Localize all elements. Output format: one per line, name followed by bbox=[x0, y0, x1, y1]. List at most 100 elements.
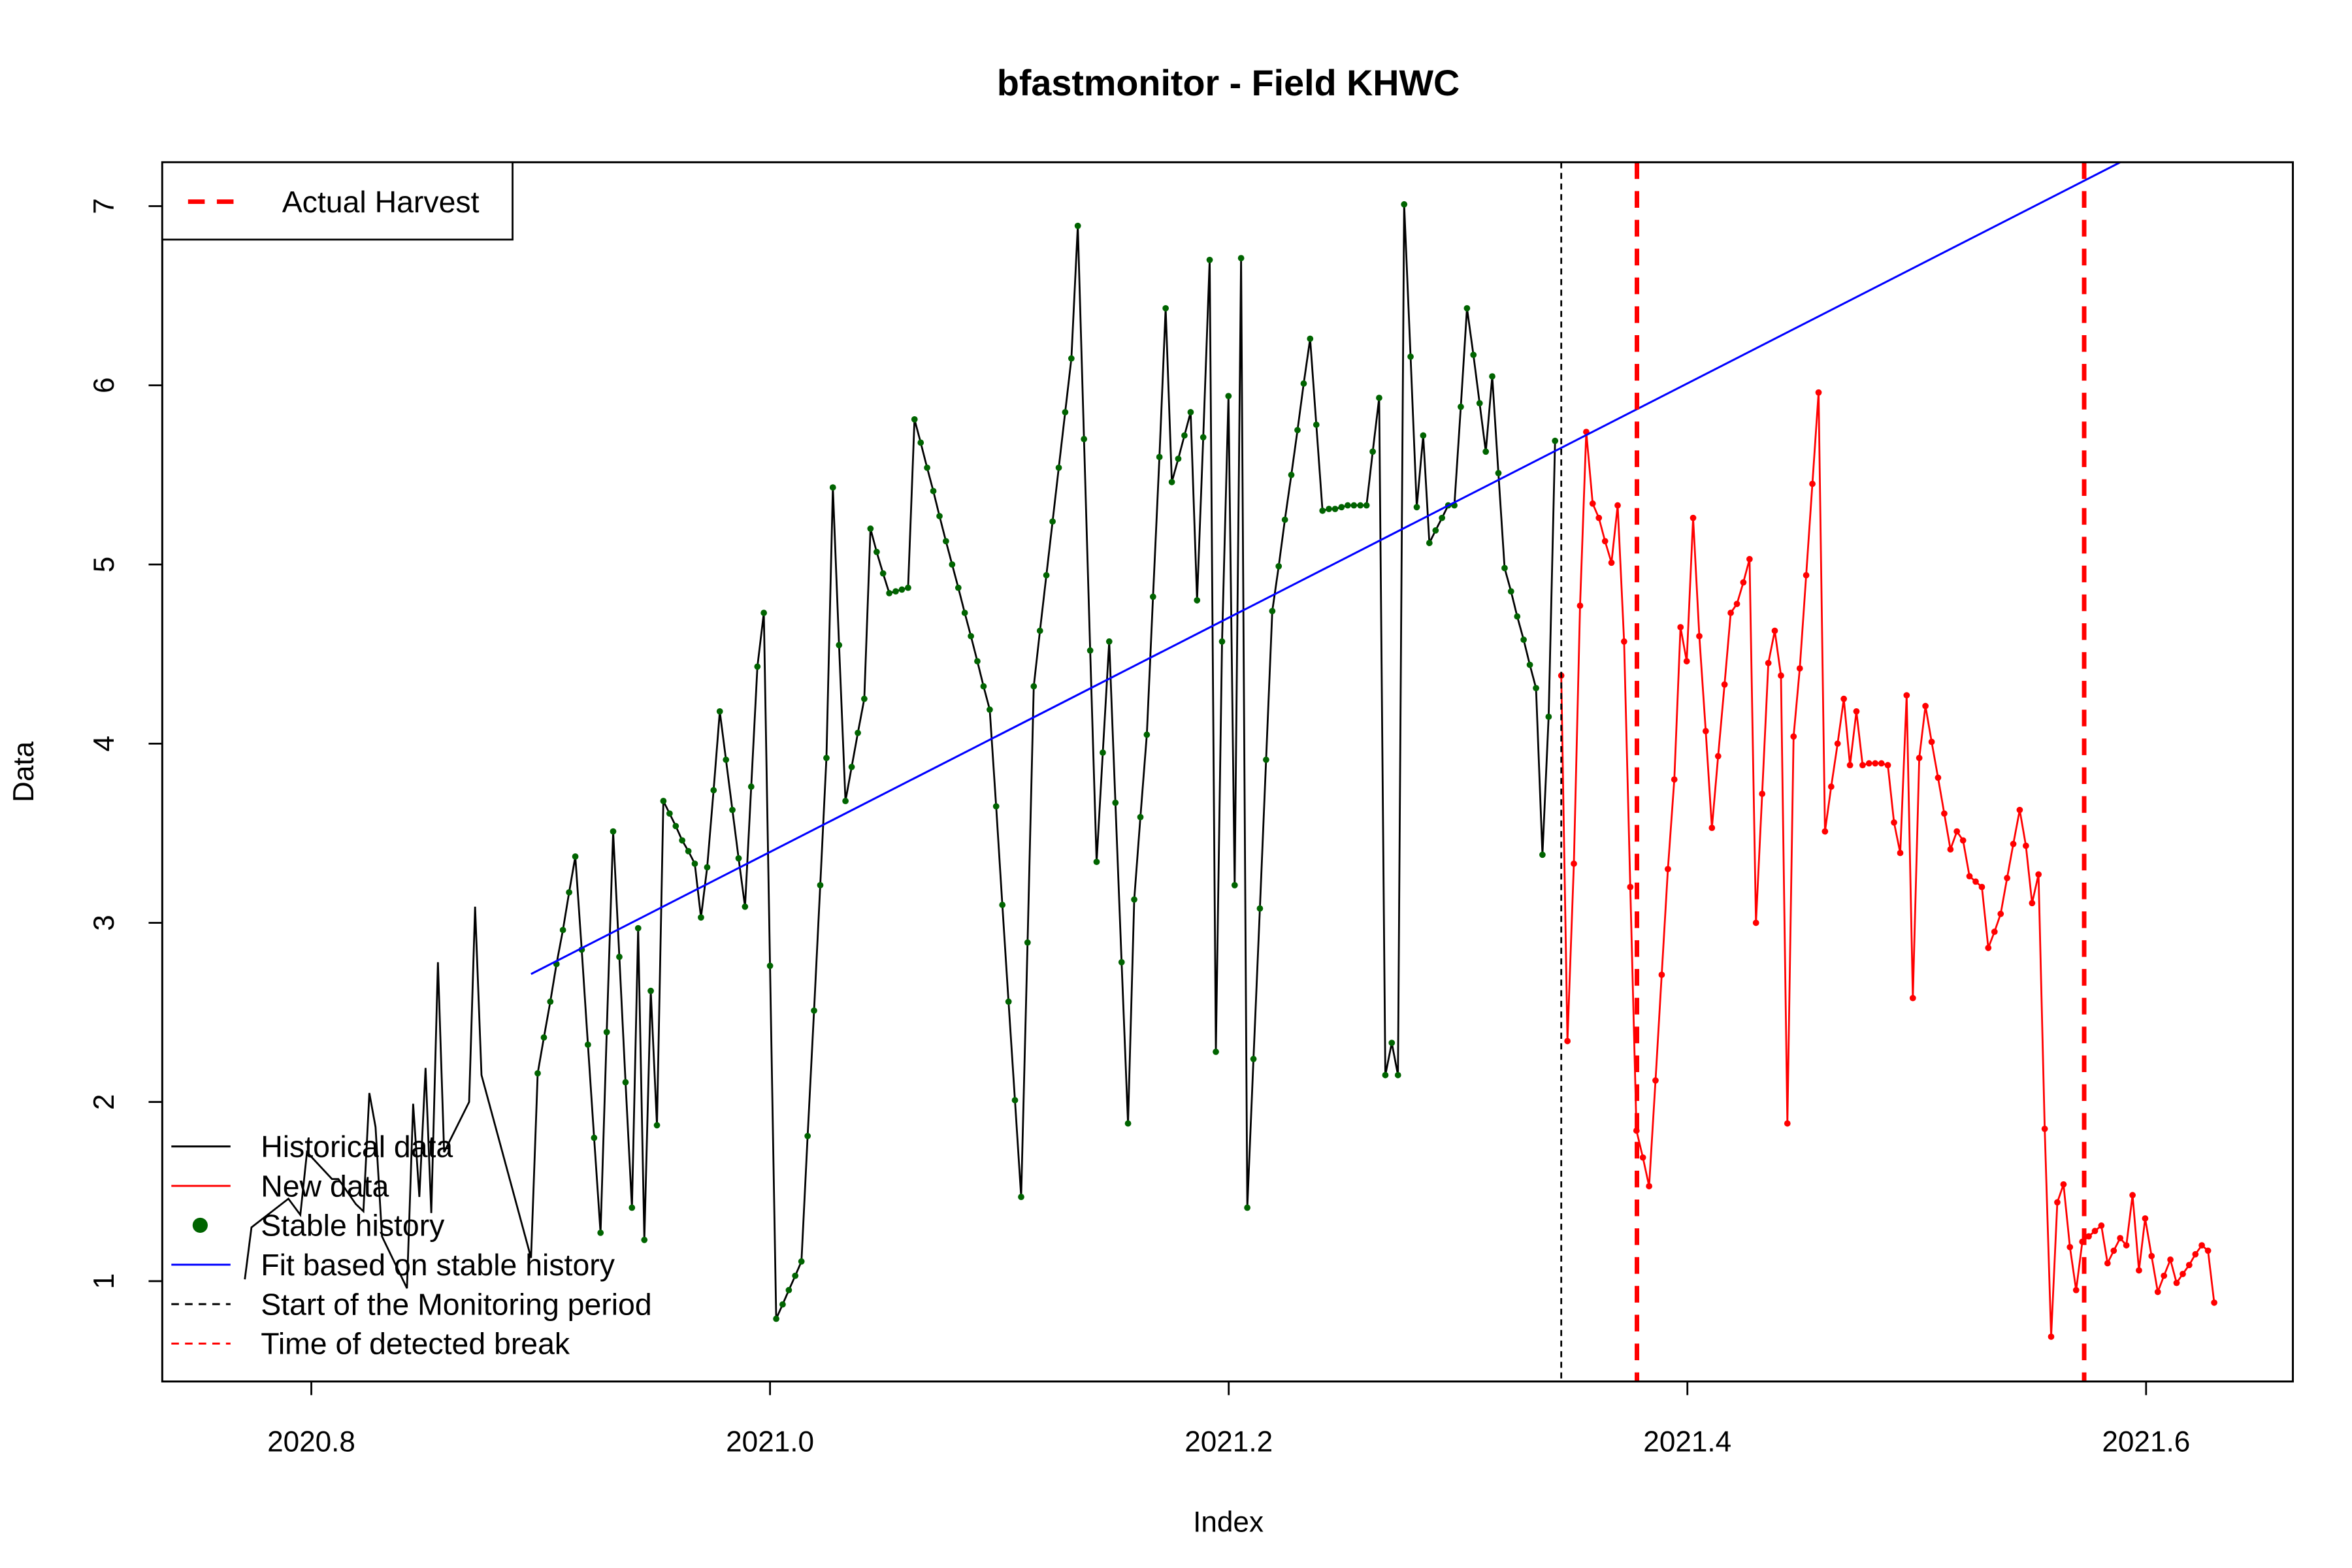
legend-label: Historical data bbox=[261, 1130, 453, 1164]
y-axis-label: Data bbox=[8, 741, 40, 802]
stable-history-point bbox=[792, 1272, 799, 1279]
stable-history-point bbox=[855, 729, 861, 736]
new-data-point bbox=[1784, 1120, 1791, 1127]
stable-history-point bbox=[936, 513, 943, 519]
stable-history-point bbox=[1100, 749, 1106, 756]
new-data-point bbox=[1571, 860, 1577, 867]
stable-history-point bbox=[811, 1007, 817, 1014]
new-data-point bbox=[1627, 883, 1634, 890]
stable-history-point bbox=[980, 683, 987, 690]
stable-history-point bbox=[1043, 572, 1050, 579]
stable-history-point bbox=[1533, 685, 1539, 692]
stable-history-point bbox=[1514, 613, 1521, 620]
stable-history-point bbox=[1156, 453, 1163, 461]
new-data-point bbox=[2142, 1215, 2149, 1222]
stable-history-point bbox=[1244, 1204, 1250, 1211]
new-data-point bbox=[1897, 849, 1904, 857]
stable-history-point bbox=[540, 1034, 547, 1041]
stable-history-point bbox=[1363, 502, 1370, 509]
stable-history-point bbox=[566, 889, 572, 896]
stable-history-point bbox=[1326, 506, 1332, 512]
legend-series: Historical data New data Stable history Fit… bbox=[171, 1130, 652, 1361]
stable-history-point bbox=[1011, 1097, 1019, 1103]
new-data-point bbox=[1884, 762, 1891, 769]
stable-history-point bbox=[1256, 905, 1264, 912]
new-data-point bbox=[1997, 910, 2004, 917]
stable-history-point bbox=[1432, 527, 1439, 534]
stable-history-point bbox=[641, 1236, 648, 1243]
stable-history-point bbox=[848, 764, 855, 770]
stable-history-point bbox=[823, 755, 830, 762]
stable-history-point bbox=[1357, 502, 1364, 509]
stable-history-point bbox=[1382, 1071, 1389, 1079]
new-data-point bbox=[2035, 871, 2042, 878]
new-data-point bbox=[1658, 972, 1665, 978]
stable-history-point bbox=[886, 590, 893, 596]
new-data-point bbox=[2085, 1233, 2092, 1240]
new-data-point bbox=[1702, 728, 1709, 734]
new-data-point bbox=[2016, 806, 2023, 813]
stable-history-point bbox=[873, 548, 880, 555]
new-data-point bbox=[1834, 740, 1841, 747]
stable-history-point bbox=[704, 864, 711, 871]
stable-history-point bbox=[1030, 683, 1037, 690]
stable-history-point bbox=[735, 855, 742, 862]
stable-history-point bbox=[572, 853, 579, 860]
stable-history-point bbox=[1294, 427, 1301, 434]
new-data-point bbox=[1639, 1154, 1646, 1161]
stable-history-point bbox=[1149, 593, 1156, 600]
new-data-point bbox=[1714, 753, 1722, 760]
new-data-point bbox=[1696, 632, 1703, 640]
new-data-point bbox=[2161, 1272, 2168, 1279]
stable-history-point bbox=[1175, 455, 1182, 463]
stable-history-point bbox=[1476, 400, 1483, 407]
new-data-point bbox=[1815, 389, 1822, 396]
stable-history-point bbox=[547, 998, 554, 1005]
stable-history-point bbox=[1124, 1120, 1132, 1127]
stable-history-point bbox=[1369, 448, 1376, 455]
new-data-point bbox=[2123, 1242, 2130, 1249]
stable-history-point bbox=[1068, 355, 1075, 362]
stable-history-point bbox=[1218, 638, 1226, 645]
new-data-point bbox=[1733, 600, 1740, 608]
new-data-point bbox=[2204, 1247, 2212, 1254]
stable-history-point bbox=[961, 610, 968, 616]
new-data-point bbox=[1916, 755, 1923, 762]
stable-history-point bbox=[723, 757, 730, 763]
x-tick-label: 2021.4 bbox=[1643, 1426, 1731, 1458]
stable-history-point bbox=[974, 658, 981, 664]
y-tick-label: 5 bbox=[88, 557, 120, 573]
new-data-point bbox=[1765, 659, 1772, 666]
stable-history-point bbox=[1350, 502, 1358, 509]
stable-history-point bbox=[1526, 661, 1533, 668]
new-data-point bbox=[1959, 837, 1967, 844]
new-data-point bbox=[1872, 760, 1879, 767]
stable-history-point bbox=[1055, 465, 1062, 471]
stable-history-point bbox=[597, 1230, 604, 1236]
stable-history-point bbox=[1131, 896, 1137, 903]
stable-history-point bbox=[679, 837, 686, 844]
new-data-point bbox=[1796, 665, 1803, 672]
stable-history-point bbox=[1420, 432, 1427, 439]
new-data-point bbox=[1683, 658, 1690, 664]
stable-history-point bbox=[1401, 201, 1408, 208]
stable-history-point bbox=[1168, 478, 1175, 485]
new-data-point bbox=[1646, 1183, 1652, 1190]
stable-history-point bbox=[747, 783, 755, 790]
stable-history-point bbox=[1187, 409, 1194, 416]
stable-history-point bbox=[917, 439, 924, 446]
new-data-point bbox=[2110, 1247, 2117, 1254]
new-data-point bbox=[2136, 1267, 2142, 1274]
stable-history-point bbox=[905, 584, 911, 591]
new-data-point bbox=[1878, 760, 1885, 767]
x-tick-label: 2021.2 bbox=[1184, 1426, 1273, 1458]
stable-history-point bbox=[691, 860, 698, 867]
stable-history-point bbox=[591, 1134, 598, 1141]
stable-history-point bbox=[1250, 1056, 1257, 1062]
stable-history-point bbox=[610, 828, 617, 835]
new-data-point bbox=[2167, 1256, 2174, 1263]
stable-history-point bbox=[1074, 222, 1081, 229]
new-data-point bbox=[1928, 738, 1935, 745]
stable-history-point bbox=[698, 914, 704, 921]
